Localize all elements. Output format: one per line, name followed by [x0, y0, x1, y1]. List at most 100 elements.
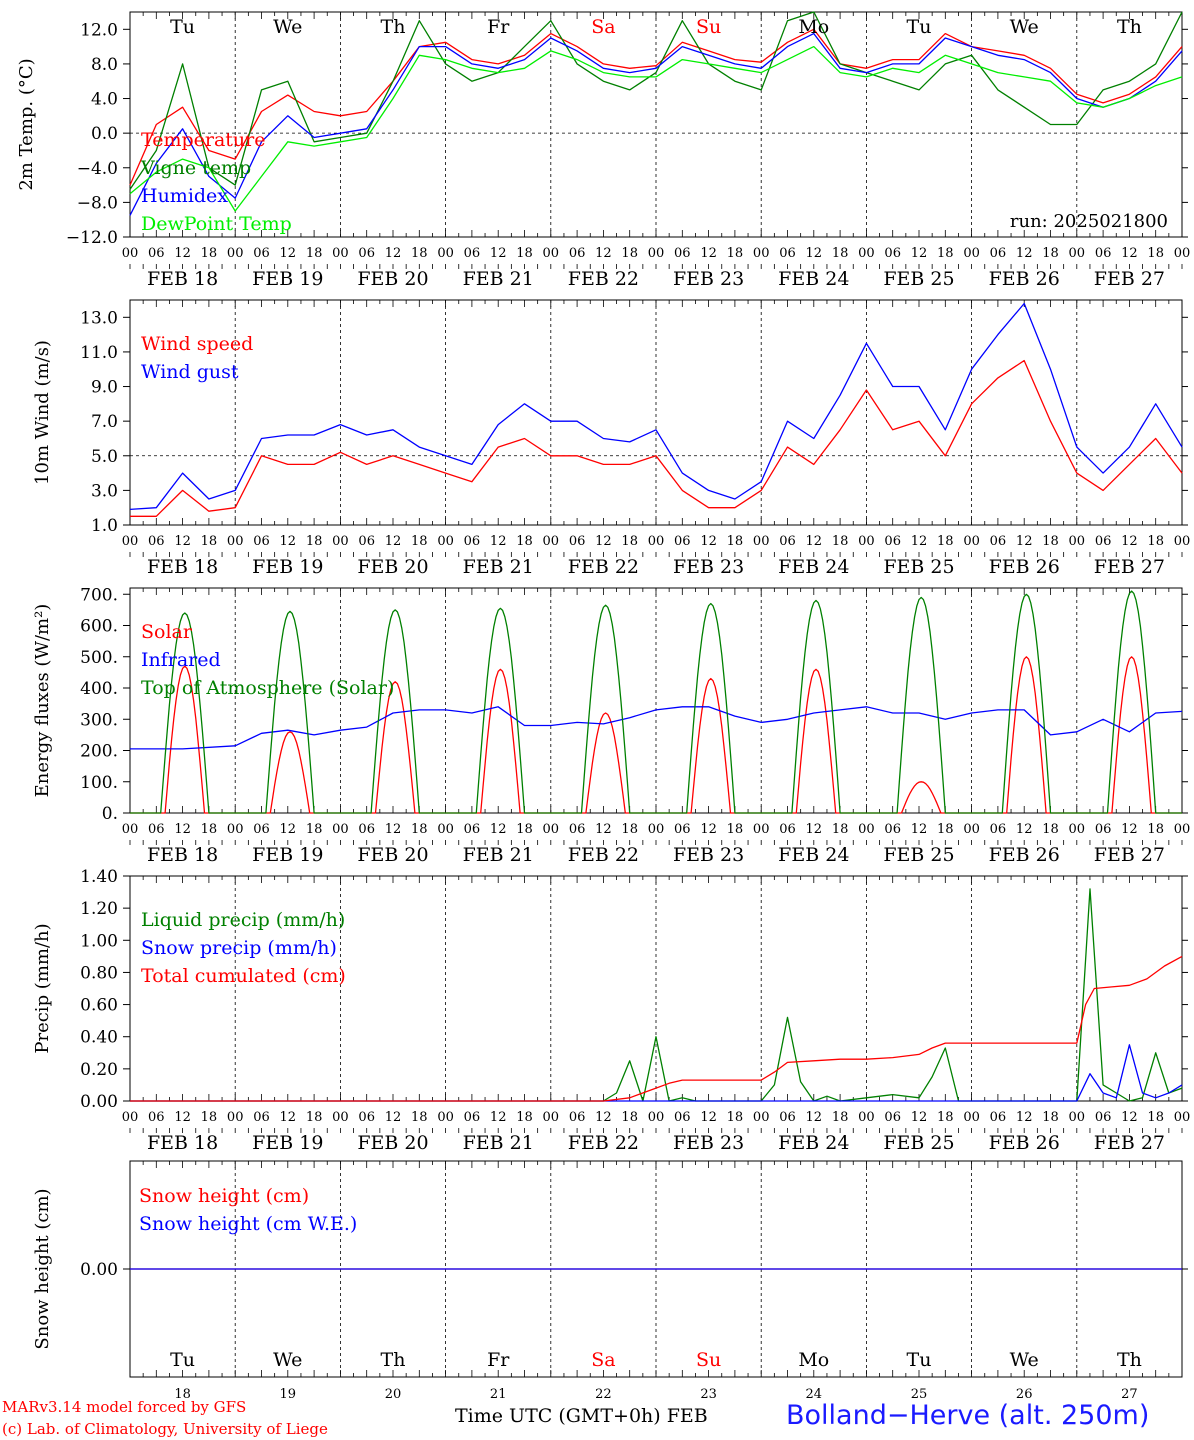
series-top-of-atmosphere-solar-: [130, 590, 1182, 814]
hour-label: 18: [937, 822, 954, 837]
date-label: FEB 22: [568, 556, 639, 578]
date-label: FEB 25: [883, 268, 954, 290]
hour-label: 00: [858, 246, 875, 261]
y-axis-title: 10m Wind (m/s): [32, 340, 53, 485]
legend-entry: Liquid precip (mm/h): [141, 909, 345, 931]
hour-label: 06: [990, 822, 1007, 837]
hour-label: 06: [779, 246, 796, 261]
day-number: 26: [1016, 1387, 1033, 1402]
y-tick-label: 7.0: [91, 412, 118, 432]
hour-label: 00: [753, 534, 770, 549]
hour-label: 12: [911, 1110, 928, 1125]
date-label: FEB 20: [357, 268, 428, 290]
hour-label: 12: [174, 534, 191, 549]
hour-label: 00: [753, 246, 770, 261]
weekday-label: Mo: [798, 1349, 829, 1371]
date-label: FEB 27: [1094, 268, 1165, 290]
hour-label: 12: [806, 534, 823, 549]
hour-label: 18: [621, 246, 638, 261]
weekday-label: Fr: [487, 16, 510, 38]
hour-label: 12: [280, 822, 297, 837]
date-label: FEB 24: [778, 268, 849, 290]
hour-label: 12: [595, 822, 612, 837]
hour-label: 12: [385, 246, 402, 261]
series-liquid-precip-mm-h-: [130, 888, 1183, 1102]
weekday-label: Tu: [907, 16, 932, 38]
hour-label: 18: [1042, 822, 1059, 837]
hour-label: 06: [1095, 1110, 1112, 1125]
plot-frame: [129, 587, 1183, 814]
legend-entry: Wind gust: [141, 361, 239, 383]
y-tick-label: 1.40: [80, 867, 118, 887]
legend-entry: Temperature: [141, 129, 265, 151]
hour-label: 12: [1016, 822, 1033, 837]
y-tick-label: 0.00: [80, 1260, 118, 1280]
date-label: FEB 18: [147, 1132, 218, 1154]
hour-label: 00: [332, 246, 349, 261]
hour-label: 00: [332, 822, 349, 837]
hour-label: 06: [464, 1110, 481, 1125]
weekday-label: Tu: [170, 16, 195, 38]
date-label: FEB 19: [252, 556, 323, 578]
hour-label: 06: [779, 1110, 796, 1125]
hour-label: 00: [227, 246, 244, 261]
hour-label: 00: [963, 246, 980, 261]
hour-label: 06: [1095, 246, 1112, 261]
series-infrared: [130, 706, 1183, 750]
date-label: FEB 23: [673, 1132, 744, 1154]
weekday-label: Th: [381, 16, 406, 38]
hour-label: 00: [648, 534, 665, 549]
hour-label: 12: [700, 822, 717, 837]
hour-label: 00: [437, 246, 454, 261]
hour-label: 12: [1016, 1110, 1033, 1125]
hour-label: 18: [1042, 246, 1059, 261]
weekday-label: Th: [381, 1349, 406, 1371]
weekday-label: Fr: [487, 1349, 510, 1371]
hour-label: 00: [122, 246, 139, 261]
series-total-cumulated-cm-: [130, 955, 1183, 1102]
weekday-label: Su: [696, 1349, 721, 1371]
hour-label: 18: [201, 246, 218, 261]
hour-label: 00: [543, 534, 560, 549]
hour-label: 06: [674, 822, 691, 837]
hour-label: 18: [727, 534, 744, 549]
date-label: FEB 19: [252, 844, 323, 866]
hour-label: 18: [937, 1110, 954, 1125]
hour-label: 12: [1121, 1110, 1138, 1125]
hour-label: 18: [832, 1110, 849, 1125]
date-label: FEB 20: [357, 556, 428, 578]
hour-label: 06: [358, 1110, 375, 1125]
date-label: FEB 26: [989, 556, 1060, 578]
y-tick-label: 0.: [102, 804, 118, 824]
weekday-label: Tu: [907, 1349, 932, 1371]
hour-label: 12: [385, 822, 402, 837]
hour-label: 00: [437, 534, 454, 549]
hour-label: 18: [516, 1110, 533, 1125]
day-number: 19: [280, 1387, 297, 1402]
hour-label: 06: [464, 246, 481, 261]
hour-label: 18: [1042, 1110, 1059, 1125]
hour-label: 06: [569, 1110, 586, 1125]
hour-label: 12: [911, 822, 928, 837]
y-tick-label: 0.20: [80, 1060, 118, 1080]
date-label: FEB 23: [673, 268, 744, 290]
hour-label: 18: [306, 822, 323, 837]
hour-label: 06: [569, 246, 586, 261]
date-label: FEB 26: [989, 268, 1060, 290]
y-axis-title: 2m Temp. (°C): [16, 58, 37, 190]
hour-label: 12: [806, 1110, 823, 1125]
hour-label: 12: [1016, 534, 1033, 549]
y-tick-label: 0.00: [80, 1092, 118, 1112]
y-tick-label: 12.0: [80, 20, 118, 40]
weekday-label: Th: [1117, 1349, 1142, 1371]
y-tick-label: 1.20: [80, 899, 118, 919]
legend-entry: DewPoint Temp: [141, 213, 292, 235]
hour-label: 18: [201, 822, 218, 837]
hour-label: 00: [227, 534, 244, 549]
hour-label: 18: [411, 822, 428, 837]
hour-label: 12: [911, 246, 928, 261]
hour-label: 00: [858, 534, 875, 549]
day-number: 22: [595, 1387, 612, 1402]
date-label: FEB 18: [147, 556, 218, 578]
y-tick-label: −4.0: [77, 159, 118, 179]
